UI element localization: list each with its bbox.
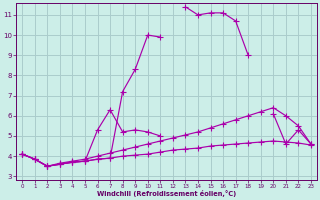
X-axis label: Windchill (Refroidissement éolien,°C): Windchill (Refroidissement éolien,°C) [97,190,236,197]
